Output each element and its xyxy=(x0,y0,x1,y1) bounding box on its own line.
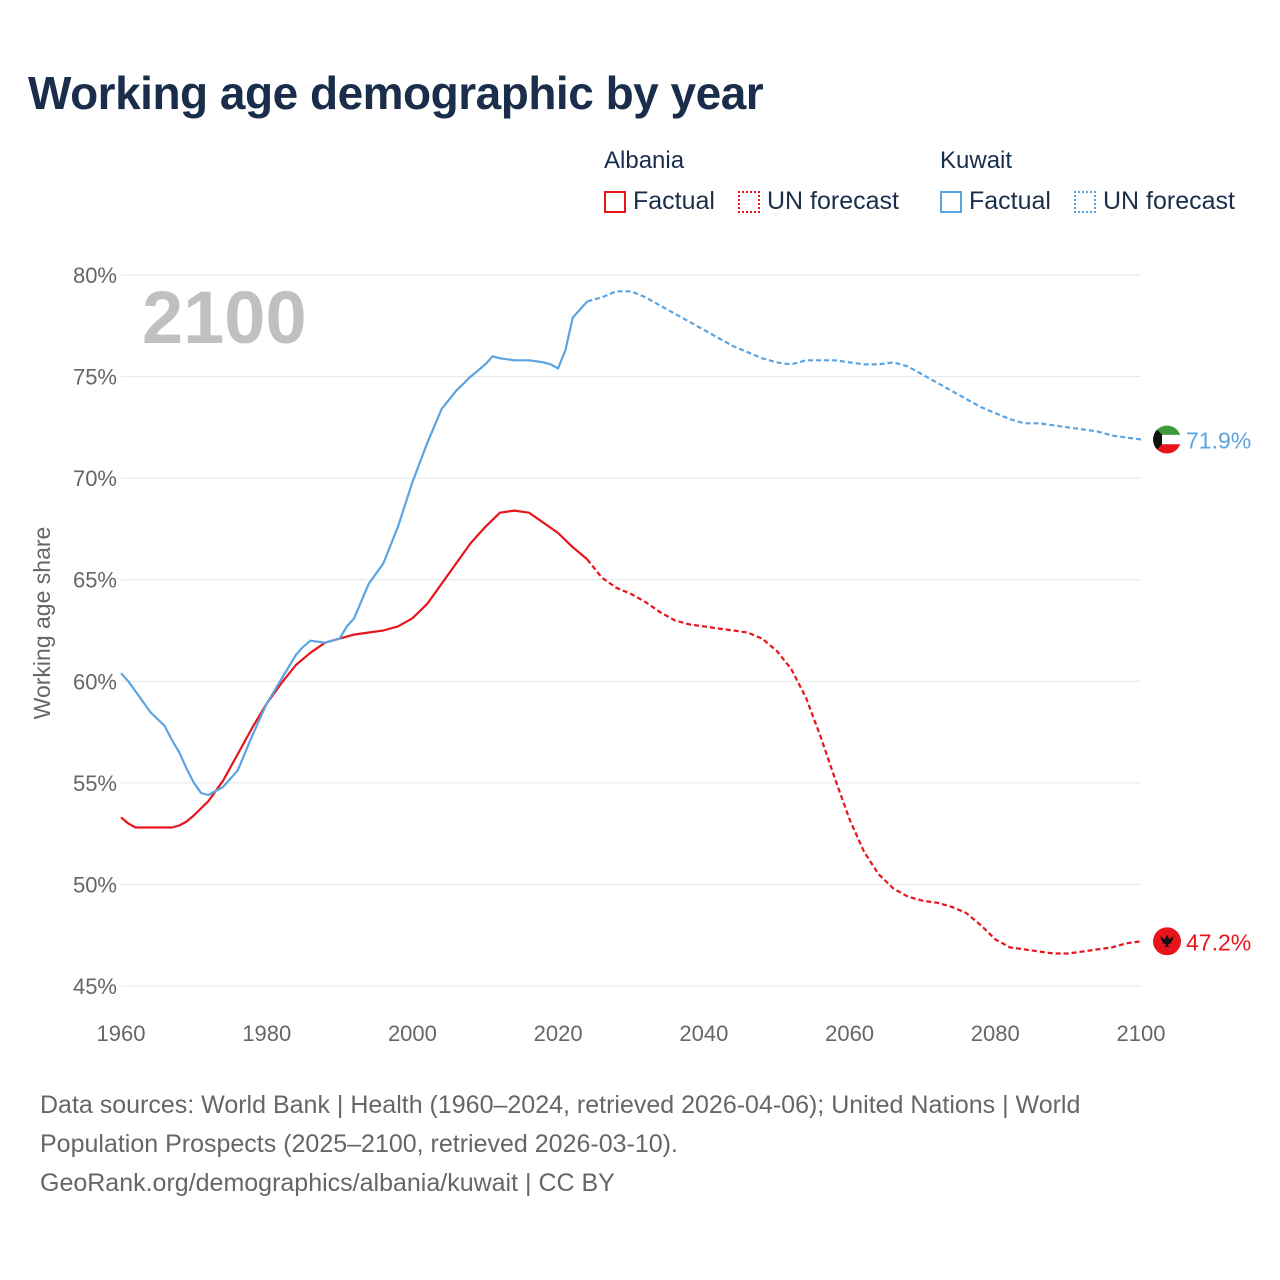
albania-flag-icon xyxy=(1153,927,1181,956)
x-tick-label: 2060 xyxy=(825,1021,874,1046)
y-tick-label: 45% xyxy=(73,974,117,999)
x-tick-label: 1980 xyxy=(242,1021,291,1046)
year-watermark: 2100 xyxy=(142,276,307,359)
footer: Data sources: World Bank | Health (1960–… xyxy=(40,1086,1240,1203)
kuwait-forecast-line xyxy=(587,290,1142,441)
legend-group-label: Kuwait xyxy=(940,147,1013,174)
legend-item-kuwait-forecast[interactable]: UN forecast xyxy=(1074,187,1235,216)
albania-factual-line xyxy=(120,509,589,829)
y-axis-label: Working age share xyxy=(29,527,55,720)
legend-item-label: UN forecast xyxy=(1103,187,1235,215)
source-credit: GeoRank.org/demographics/albania/kuwait … xyxy=(40,1169,615,1197)
legend-item-albania-forecast[interactable]: UN forecast xyxy=(738,187,899,216)
y-tick-label: 50% xyxy=(73,872,117,897)
dotted-swatch-icon xyxy=(1074,190,1096,213)
x-tick-label: 1960 xyxy=(97,1021,146,1046)
y-tick-label: 75% xyxy=(73,365,117,390)
solid-swatch-icon xyxy=(604,190,626,213)
y-tick-label: 70% xyxy=(73,466,117,491)
y-tick-label: 65% xyxy=(73,568,117,593)
legend-item-label: UN forecast xyxy=(767,187,899,215)
albania-end-value-label: 47.2% xyxy=(1186,929,1251,955)
x-tick-label: 2080 xyxy=(971,1021,1020,1046)
x-tick-label: 2000 xyxy=(388,1021,437,1046)
x-tick-label: 2100 xyxy=(1117,1021,1166,1046)
kuwait-flag-icon xyxy=(1153,425,1181,454)
x-tick-label: 2040 xyxy=(679,1021,728,1046)
source-note-line-2: Population Prospects (2025–2100, retriev… xyxy=(40,1130,678,1158)
kuwait-factual-line xyxy=(120,300,589,797)
line-chart: 45% 50% 55% 60% 65% 70% 75% 80% 1960 1980 2000 2020… xyxy=(29,263,1251,1046)
legend-group-label: Albania xyxy=(604,147,685,174)
legend-item-label: Factual xyxy=(633,187,715,215)
albania-forecast-line xyxy=(586,558,1142,955)
solid-swatch-icon xyxy=(940,190,962,213)
y-tick-label: 60% xyxy=(73,669,117,694)
legend-item-kuwait-factual[interactable]: Factual xyxy=(940,187,1051,216)
dotted-swatch-icon xyxy=(738,190,760,213)
chart-title: Working age demographic by year xyxy=(28,67,764,119)
x-tick-label: 2020 xyxy=(534,1021,583,1046)
legend-item-albania-factual[interactable]: Factual xyxy=(604,187,715,216)
source-note-line-1: Data sources: World Bank | Health (1960–… xyxy=(40,1091,1081,1119)
kuwait-end-value-label: 71.9% xyxy=(1186,428,1251,454)
legend-item-label: Factual xyxy=(969,187,1051,215)
y-tick-label: 80% xyxy=(73,263,117,288)
y-tick-label: 55% xyxy=(73,771,117,796)
